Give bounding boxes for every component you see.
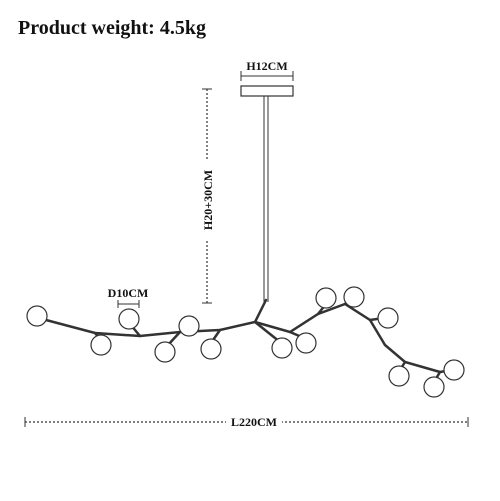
length-label: L220CM bbox=[231, 415, 277, 429]
length-dimension: L220CM bbox=[24, 414, 469, 430]
canopy-label: H12CM bbox=[246, 59, 287, 73]
globes bbox=[26, 286, 465, 398]
canopy: H12CM bbox=[240, 59, 294, 97]
globe-dimension: D10CM bbox=[108, 286, 149, 308]
title: Product weight: 4.5kg bbox=[18, 17, 206, 39]
rod bbox=[263, 96, 269, 302]
height-dimension: H20+30CM bbox=[200, 88, 215, 304]
globe-label: D10CM bbox=[108, 286, 149, 300]
height-label: H20+30CM bbox=[201, 170, 215, 230]
